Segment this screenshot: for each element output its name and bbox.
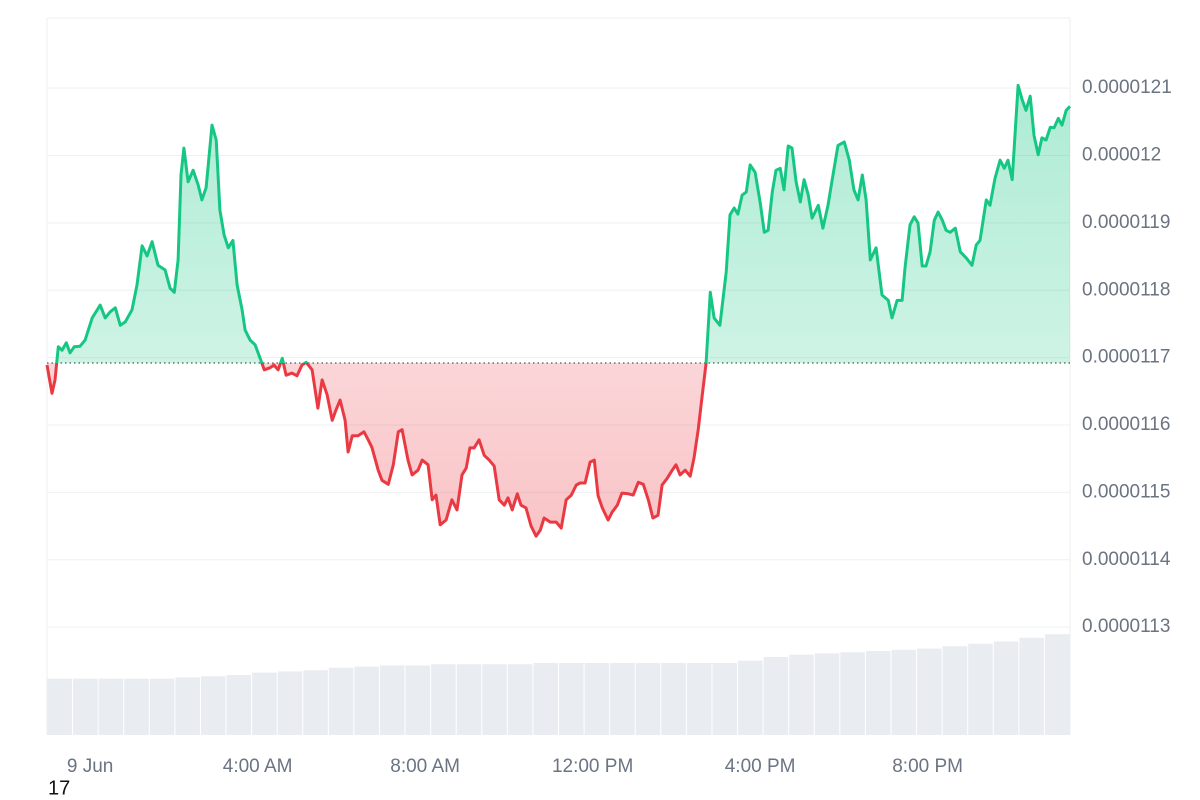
- volume-bar: [840, 652, 865, 735]
- price-line-down: [45, 363, 708, 538]
- volume-bar: [73, 678, 98, 735]
- y-tick-label: 0.0000119: [1082, 212, 1170, 233]
- volume-bar: [533, 663, 558, 735]
- area-down: [47, 363, 1070, 537]
- volume-bar: [763, 657, 789, 735]
- x-tick-label: 8:00 AM: [390, 756, 460, 777]
- volume-bar: [175, 677, 200, 735]
- volume-bar: [405, 665, 431, 735]
- y-tick-label: 0.0000114: [1082, 549, 1171, 570]
- volume-bar: [610, 663, 635, 735]
- volume-bar: [917, 648, 942, 735]
- volume-bar: [226, 675, 252, 735]
- volume-bar: [354, 666, 379, 735]
- volume-bar: [328, 667, 354, 735]
- volume-bar: [738, 660, 763, 735]
- volume-bar: [149, 678, 175, 735]
- y-tick-label: 0.0000115: [1082, 481, 1170, 502]
- volume-bar: [379, 665, 405, 735]
- volume-bar: [277, 671, 303, 735]
- y-tick-label: 0.000012: [1082, 144, 1161, 165]
- volume-bar: [507, 664, 533, 735]
- volume-bar: [968, 643, 993, 735]
- area-up: [56, 85, 1070, 364]
- x-tick-label: 4:00 AM: [223, 756, 293, 777]
- volume-bar: [814, 653, 840, 735]
- volume-bar: [942, 646, 968, 735]
- volume-bar: [431, 664, 456, 735]
- y-tick-label: 0.0000118: [1082, 279, 1170, 300]
- annotation: 17: [48, 777, 70, 799]
- x-tick-label: 8:00 PM: [892, 756, 963, 777]
- y-tick-label: 0.0000113: [1082, 616, 1170, 637]
- y-tick-label: 0.0000117: [1082, 347, 1170, 368]
- volume-bar: [124, 678, 149, 735]
- volume-bar: [482, 664, 507, 735]
- volume-bar: [661, 663, 686, 735]
- y-tick-label: 0.0000116: [1082, 414, 1170, 435]
- volume-bar: [865, 651, 891, 735]
- y-tick-label: 0.0000121: [1082, 77, 1172, 98]
- volume-bar: [712, 663, 738, 735]
- x-tick-label: 4:00 PM: [725, 756, 796, 777]
- volume-bar: [686, 663, 712, 735]
- volume-bar: [252, 672, 277, 735]
- volume-bar: [559, 663, 584, 735]
- volume-bar: [1044, 634, 1070, 735]
- x-tick-label: 12:00 PM: [552, 756, 633, 777]
- volume-bar: [584, 663, 610, 735]
- price-line-up: [55, 83, 1072, 364]
- x-tick-label: 9 Jun: [67, 756, 113, 777]
- volume-bar: [789, 654, 814, 735]
- volume-bar: [47, 678, 73, 735]
- volume-bar: [303, 670, 328, 735]
- volume-bar: [993, 641, 1019, 735]
- volume-bar: [635, 663, 661, 735]
- volume-bar: [98, 678, 124, 735]
- volume-bar: [456, 664, 482, 735]
- volume-bar: [200, 676, 226, 735]
- volume-bar: [1019, 637, 1044, 735]
- volume-bar: [891, 649, 917, 735]
